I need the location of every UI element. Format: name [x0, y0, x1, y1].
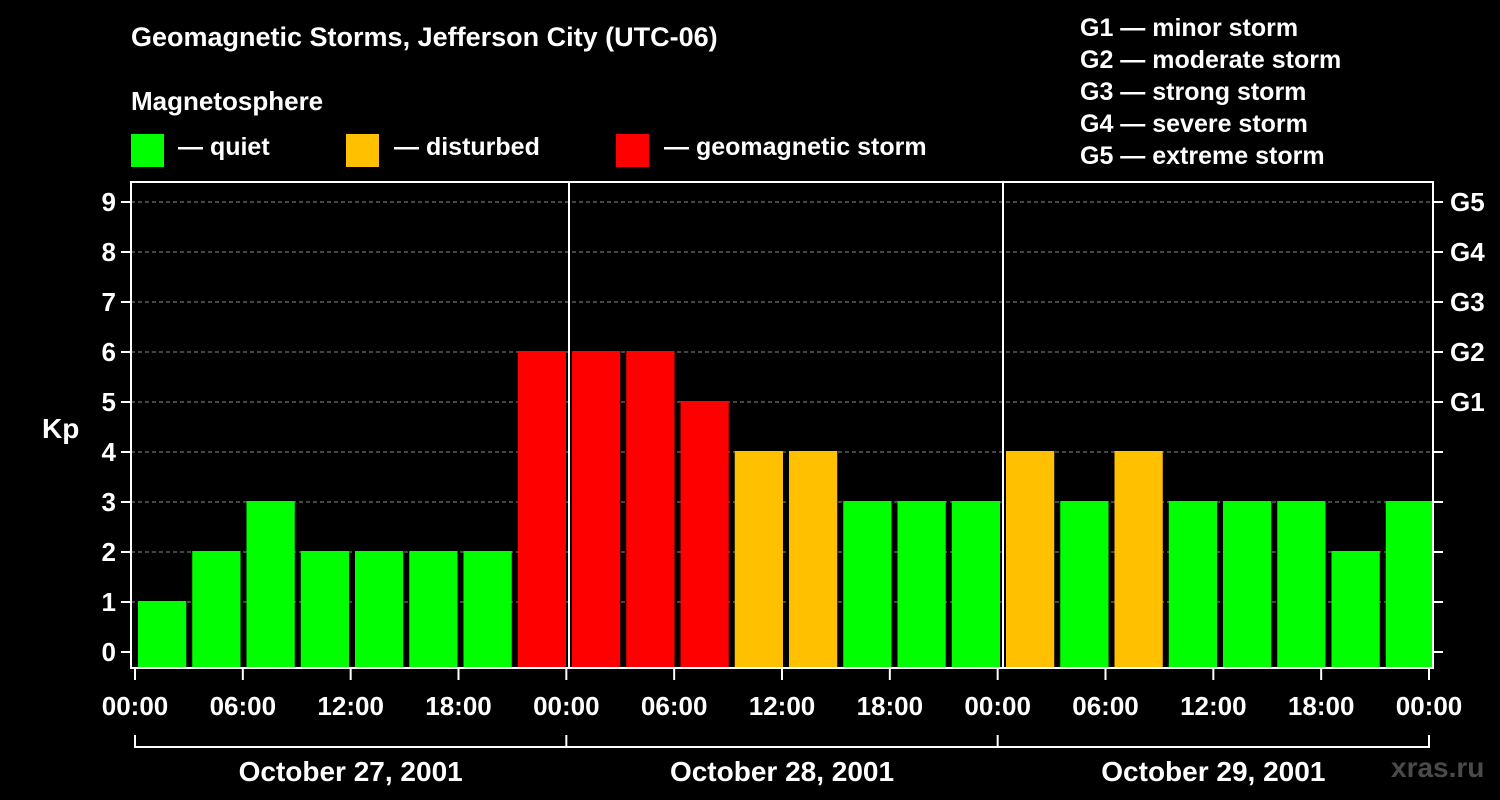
- y-tick-label: 9: [102, 187, 116, 217]
- kp-bar: [1331, 551, 1380, 668]
- x-tick-label: 00:00: [533, 691, 600, 721]
- y-axis-label: Kp: [42, 413, 79, 444]
- legend-swatch-disturbed: [346, 134, 379, 167]
- kp-bar: [138, 601, 187, 668]
- day-label: October 29, 2001: [1101, 756, 1325, 787]
- kp-bar: [1223, 501, 1272, 668]
- legend-label-storm: — geomagnetic storm: [664, 133, 927, 161]
- watermark: xras.ru: [1391, 752, 1485, 783]
- storm-scale-g1: G1 — minor storm: [1080, 14, 1299, 42]
- storm-scale-g2: G2 — moderate storm: [1080, 46, 1342, 74]
- x-tick-label: 12:00: [1180, 691, 1247, 721]
- x-tick-label: 18:00: [857, 691, 924, 721]
- y-tick-label: 5: [102, 387, 116, 417]
- legend-heading: Magnetosphere: [131, 86, 324, 116]
- kp-bar: [680, 401, 729, 668]
- kp-bar: [517, 351, 566, 668]
- g-scale-label: G3: [1450, 287, 1485, 317]
- kp-bar: [1060, 501, 1109, 668]
- kp-bar: [951, 501, 1000, 668]
- x-tick-label: 00:00: [1396, 691, 1463, 721]
- y-tick-label: 4: [102, 437, 117, 467]
- kp-bar: [355, 551, 404, 668]
- y-tick-label: 1: [102, 587, 116, 617]
- kp-bar: [409, 551, 458, 668]
- x-tick-label: 12:00: [317, 691, 384, 721]
- kp-bar: [300, 551, 349, 668]
- x-tick-label: 06:00: [1072, 691, 1139, 721]
- kp-bar: [734, 451, 783, 668]
- kp-bar: [192, 551, 241, 668]
- x-tick-label: 06:00: [641, 691, 708, 721]
- kp-bar: [843, 501, 892, 668]
- g-scale-label: G4: [1450, 237, 1485, 267]
- legend-swatch-storm: [616, 134, 649, 167]
- legend-label-quiet: — quiet: [178, 133, 270, 161]
- storm-scale-g5: G5 — extreme storm: [1080, 142, 1325, 170]
- g-scale-label: G1: [1450, 387, 1485, 417]
- kp-bar: [1168, 501, 1217, 668]
- kp-bar: [1277, 501, 1326, 668]
- storm-scale-g4: G4 — severe storm: [1080, 110, 1308, 138]
- kp-bar: [897, 501, 946, 668]
- g-scale-label: G5: [1450, 187, 1485, 217]
- kp-bar: [246, 501, 295, 668]
- y-tick-label: 8: [102, 237, 116, 267]
- kp-bar: [1006, 451, 1055, 668]
- x-tick-label: 06:00: [210, 691, 277, 721]
- kp-bar: [626, 351, 675, 668]
- y-tick-label: 6: [102, 337, 116, 367]
- x-tick-label: 18:00: [425, 691, 492, 721]
- kp-bar: [463, 551, 512, 668]
- day-label: October 28, 2001: [670, 756, 894, 787]
- y-tick-label: 3: [102, 487, 116, 517]
- kp-bar: [572, 351, 621, 668]
- kp-bar: [1385, 501, 1434, 668]
- y-tick-label: 2: [102, 537, 116, 567]
- day-label: October 27, 2001: [239, 756, 463, 787]
- storm-scale-g3: G3 — strong storm: [1080, 78, 1307, 106]
- x-tick-label: 00:00: [102, 691, 169, 721]
- y-tick-label: 7: [102, 287, 116, 317]
- g-scale-label: G2: [1450, 337, 1485, 367]
- y-tick-label: 0: [102, 637, 116, 667]
- kp-bar: [789, 451, 838, 668]
- legend-label-disturbed: — disturbed: [394, 133, 540, 161]
- kp-bar: [1114, 451, 1163, 668]
- x-tick-label: 18:00: [1288, 691, 1355, 721]
- x-tick-label: 12:00: [749, 691, 816, 721]
- chart-title: Geomagnetic Storms, Jefferson City (UTC-…: [131, 22, 718, 52]
- x-tick-label: 00:00: [964, 691, 1031, 721]
- legend-swatch-quiet: [131, 134, 164, 167]
